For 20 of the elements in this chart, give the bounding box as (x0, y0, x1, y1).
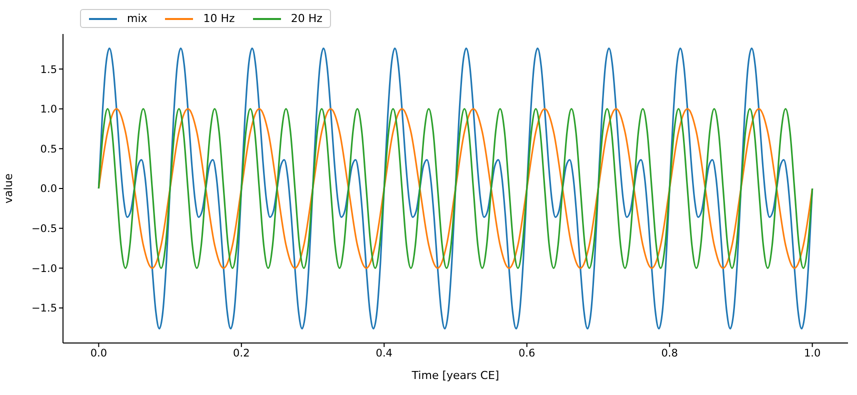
x-tick-label: 1.0 (804, 347, 821, 360)
x-tick-label: 0.2 (233, 347, 250, 360)
x-tick-label: 0.0 (90, 347, 108, 360)
x-tick-label: 0.8 (661, 347, 678, 360)
legend-label: 20 Hz (290, 12, 322, 25)
y-axis-title: value (2, 173, 15, 204)
legend-label: 10 Hz (203, 12, 235, 25)
line-series (98, 48, 814, 330)
x-tick-label: 0.4 (376, 347, 393, 360)
y-tick-label: 0.0 (40, 183, 57, 196)
y-tick-label: −1.0 (32, 262, 57, 275)
line-series (98, 108, 814, 269)
y-tick-label: 0.5 (40, 143, 57, 156)
x-axis-title: Time [years CE] (410, 369, 500, 382)
legend-label: mix (127, 12, 148, 25)
y-tick-label: 1.0 (40, 104, 57, 116)
y-tick-label: −0.5 (32, 223, 57, 236)
y-tick-label: 1.5 (40, 64, 57, 76)
x-tick-label: 0.6 (518, 347, 536, 360)
y-tick-label: −1.5 (32, 302, 57, 315)
